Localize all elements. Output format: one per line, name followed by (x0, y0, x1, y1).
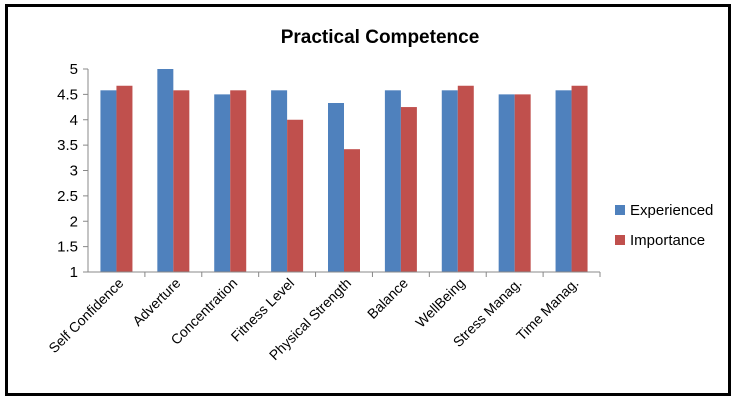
y-tick-label: 5 (70, 61, 78, 78)
legend-label-importance: Importance (630, 232, 705, 249)
bar-experienced-1 (157, 69, 174, 272)
legend: Experienced Importance (615, 202, 713, 249)
bar-experienced-4 (328, 103, 344, 272)
bar-importance-1 (173, 90, 190, 272)
x-axis: Self Confidence AdvertureConcentrationFit… (45, 271, 601, 363)
bar-experienced-3 (271, 90, 288, 272)
bar-importance-7 (514, 94, 531, 272)
x-category-label: WellBeing (412, 275, 468, 331)
x-category-label: Self Confidence (45, 275, 126, 356)
y-tick-label: 3.5 (57, 137, 78, 154)
y-tick-label: 1 (70, 264, 78, 281)
bar-importance-3 (287, 119, 304, 272)
bar-experienced-7 (498, 94, 515, 272)
x-category-label: Adverture (129, 275, 183, 329)
y-axis: 1 1.5 2 2.5 3 3.5 4 4.5 5 (57, 61, 89, 281)
bar-importance-8 (571, 85, 588, 272)
y-tick-label: 2.5 (57, 188, 78, 205)
y-tick-label: 4.5 (57, 86, 78, 103)
legend-swatch-experienced (615, 205, 625, 215)
bar-importance-2 (230, 90, 247, 272)
bar-experienced-6 (441, 90, 458, 272)
x-category-label: Balance (364, 275, 411, 322)
legend-label-experienced: Experienced (630, 202, 713, 219)
bar-chart: Practical Competence 1 1.5 2 2.5 3 3.5 4 4.5 5 S… (45, 27, 713, 363)
bar-importance-5 (400, 107, 417, 272)
y-tick-label: 2 (70, 213, 78, 230)
bar-experienced-5 (384, 90, 401, 272)
legend-swatch-importance (615, 235, 625, 245)
bar-experienced-0 (100, 90, 117, 272)
y-tick-label: 3 (70, 163, 78, 180)
bar-importance-6 (457, 85, 474, 272)
chart-title: Practical Competence (281, 27, 480, 48)
bar-importance-4 (344, 149, 360, 272)
chart-frame: Practical Competence 1 1.5 2 2.5 3 3.5 4 4.5 5 S… (5, 4, 731, 396)
bar-experienced-8 (555, 90, 572, 272)
bar-experienced-2 (214, 94, 231, 272)
bar-importance-0 (116, 85, 133, 272)
bars (100, 69, 588, 272)
y-tick-label: 4 (70, 112, 78, 129)
y-tick-label: 1.5 (57, 239, 78, 256)
